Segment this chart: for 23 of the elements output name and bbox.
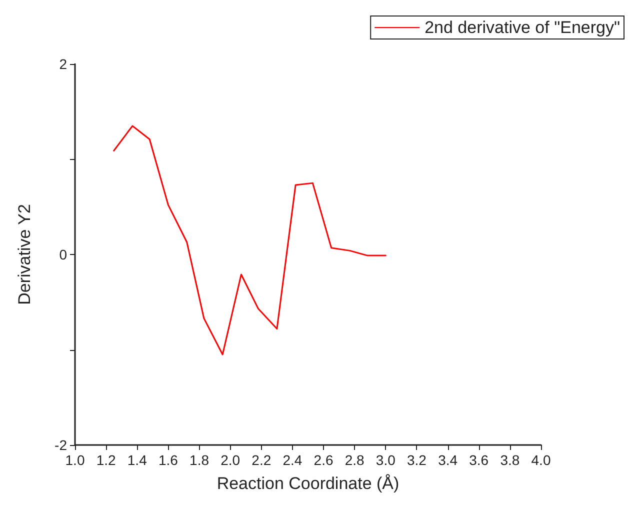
x-tick-label: 2.6 (314, 452, 334, 468)
x-tick-label: 2.2 (252, 452, 272, 468)
y-tick-label: 2 (59, 56, 68, 72)
x-tick-label: 3.0 (376, 452, 396, 468)
x-tick-label: 3.6 (469, 452, 489, 468)
x-tick-label: 1.4 (127, 452, 148, 468)
legend-label: 2nd derivative of "Energy" (424, 18, 620, 37)
x-tick-label: 1.8 (190, 452, 210, 468)
x-tick-label: 1.6 (158, 452, 178, 468)
y-tick-label: 0 (59, 246, 68, 262)
y-tick-label: -2 (54, 437, 68, 453)
x-tick-label: 2.0 (220, 452, 240, 468)
x-tick-label: 1.2 (96, 452, 116, 468)
x-axis-title: Reaction Coordinate (Å) (216, 474, 400, 493)
y-axis-title: Derivative Y2 (15, 204, 34, 305)
x-tick-label: 3.2 (407, 452, 427, 468)
x-tick-label: 1.0 (65, 452, 85, 468)
x-tick-label: 4.0 (531, 452, 551, 468)
x-tick-label: 3.4 (438, 452, 458, 468)
x-tick-label: 2.4 (282, 452, 302, 468)
line-series (113, 125, 386, 356)
x-tick-label: 2.8 (344, 452, 365, 468)
x-tick-label: 3.8 (500, 452, 520, 468)
